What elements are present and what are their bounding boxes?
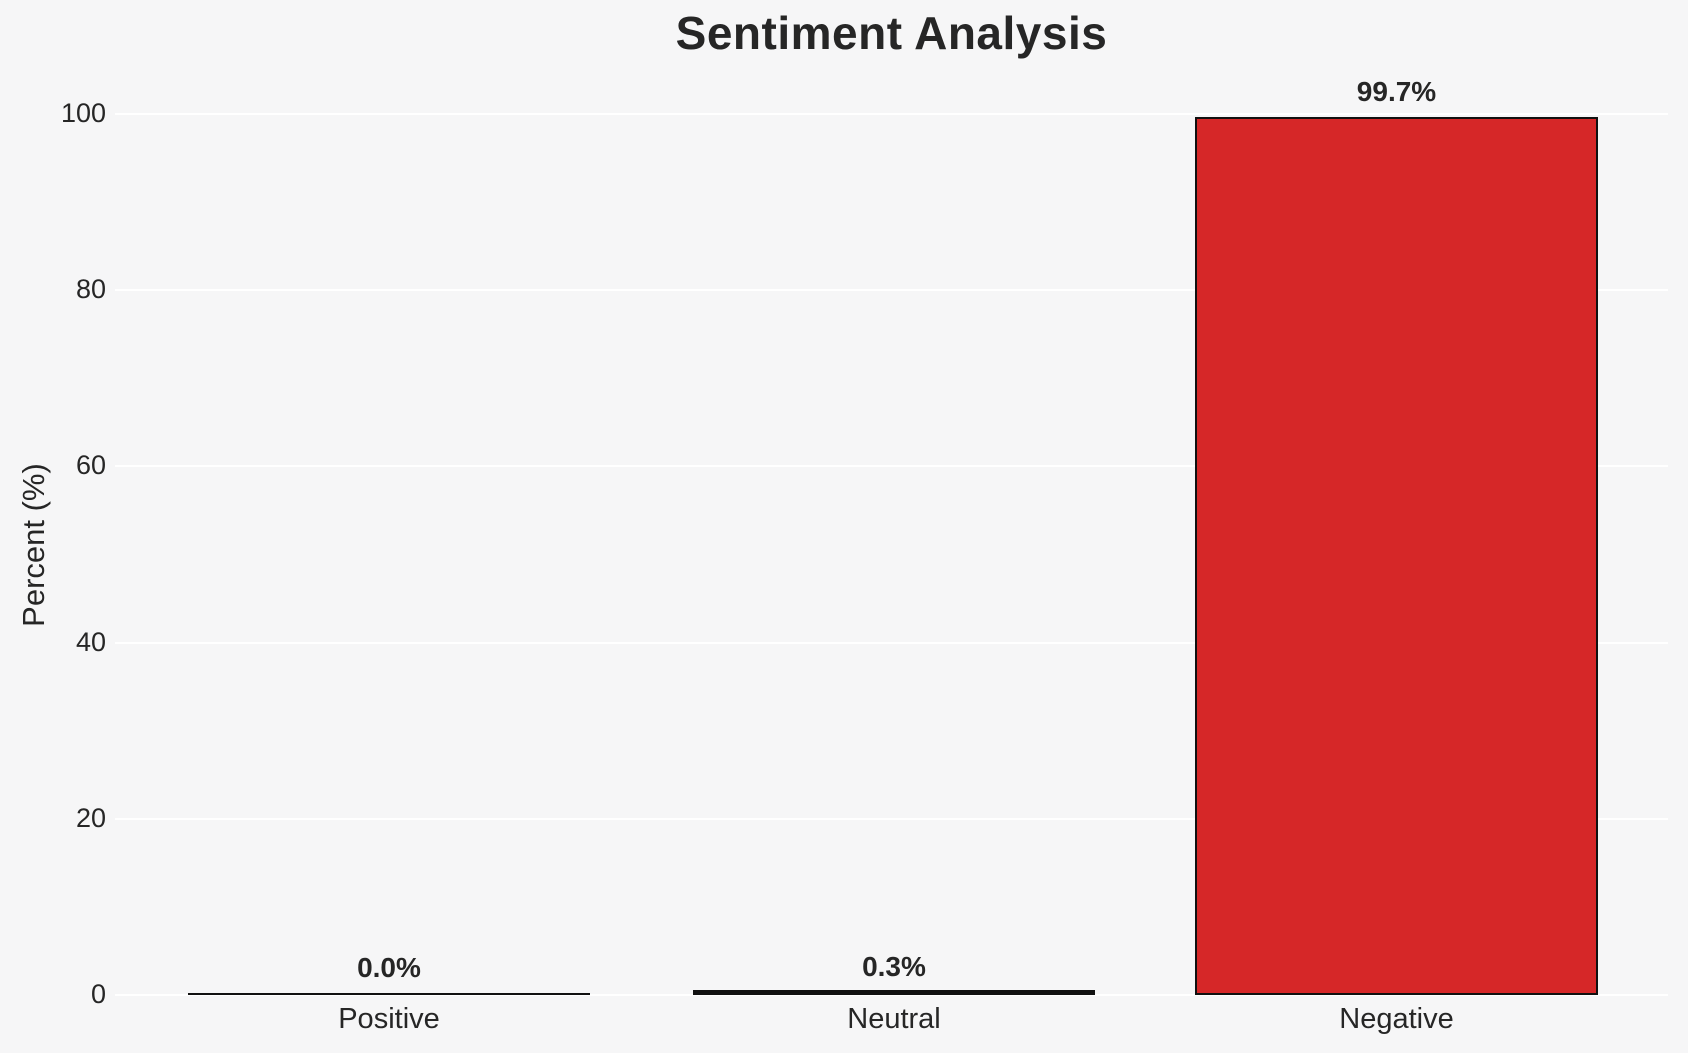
bar-group-positive: 0.0% Positive [188,114,590,1035]
chart-title: Sentiment Analysis [675,7,1108,59]
x-tick-label-neutral: Neutral [847,1003,941,1035]
gridline-40 [115,641,1668,644]
gridline-0 [115,994,1668,996]
bar-group-neutral: 0.3% Neutral [693,114,1095,1035]
y-tick-label: 60 [75,450,106,480]
gridline-60 [115,465,1668,468]
x-tick-label-positive: Positive [338,1003,440,1035]
bar-positive [188,993,590,995]
bar-neutral [693,990,1095,995]
y-tick-label: 0 [90,979,106,1009]
y-tick-label: 80 [75,274,106,304]
y-tick-label: 40 [75,627,106,657]
y-tick-label: 20 [75,803,106,833]
x-tick-label-negative: Negative [1339,1003,1454,1035]
y-tick-label: 100 [60,98,106,128]
gridline-20 [115,817,1668,820]
gridline-100 [115,113,1668,115]
bar-value-label: 99.7% [1356,75,1437,107]
bar-value-label: 0.3% [862,951,926,983]
bar-group-negative: 99.7% Negative [1195,76,1598,1035]
gridline-80 [115,289,1668,292]
bar-value-label: 0.0% [357,952,421,983]
y-axis-label: Percent (%) [16,463,51,627]
plot-area: 0.0% Positive 0.3% Neutral 99.7% Negativ… [115,76,1668,1035]
bar-negative [1195,116,1598,995]
